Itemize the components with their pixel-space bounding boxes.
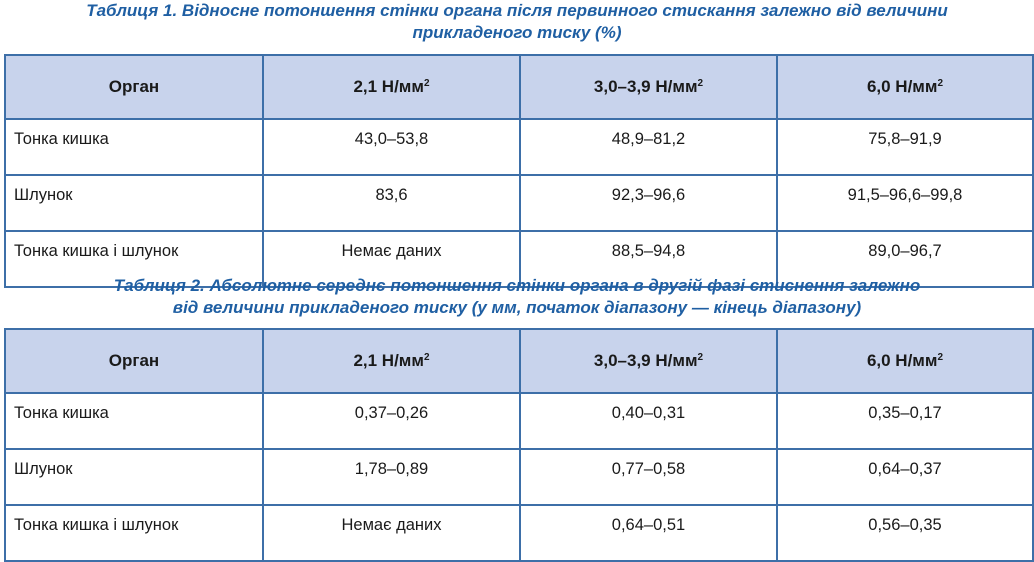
table2-header-row: Орган 2,1 Н/мм2 3,0–3,9 Н/мм2 6,0 Н/мм2 bbox=[4, 328, 1034, 394]
table2-cell-value: 0,64–0,37 bbox=[776, 448, 1034, 506]
table2-cell-organ: Тонка кишка і шлунок bbox=[4, 504, 264, 562]
table2-cell-value: 0,37–0,26 bbox=[262, 392, 521, 450]
table1-header-pressure-2: 3,0–3,9 Н/мм2 bbox=[519, 54, 778, 120]
table2-cell-value: 1,78–0,89 bbox=[262, 448, 521, 506]
table1-cell-value: Немає даних bbox=[262, 230, 521, 288]
table1-cell-value: 91,5–96,6–99,8 bbox=[776, 174, 1034, 232]
table2-cell-organ: Тонка кишка bbox=[4, 392, 264, 450]
table1-cell-organ: Тонка кишка bbox=[4, 118, 264, 176]
table1-cell-value: 83,6 bbox=[262, 174, 521, 232]
table2-header-organ: Орган bbox=[4, 328, 264, 394]
table1: Орган 2,1 Н/мм2 3,0–3,9 Н/мм2 6,0 Н/мм2 … bbox=[4, 54, 1034, 288]
table1-cell-value: 92,3–96,6 bbox=[519, 174, 778, 232]
table1-cell-value: 89,0–96,7 bbox=[776, 230, 1034, 288]
table-row: Тонка кишка і шлунок Немає даних 88,5–94… bbox=[4, 230, 1034, 288]
table1-header-row: Орган 2,1 Н/мм2 3,0–3,9 Н/мм2 6,0 Н/мм2 bbox=[4, 54, 1034, 120]
table1-header-pressure-1: 2,1 Н/мм2 bbox=[262, 54, 521, 120]
table2-header-pressure-3: 6,0 Н/мм2 bbox=[776, 328, 1034, 394]
table1-cell-value: 48,9–81,2 bbox=[519, 118, 778, 176]
table2-cell-value: 0,35–0,17 bbox=[776, 392, 1034, 450]
table-row: Шлунок 1,78–0,89 0,77–0,58 0,64–0,37 bbox=[4, 448, 1034, 506]
table2: Орган 2,1 Н/мм2 3,0–3,9 Н/мм2 6,0 Н/мм2 … bbox=[4, 328, 1034, 562]
table2-caption-line1: Таблиця 2. Абсолютне середнє потоншення … bbox=[113, 276, 921, 295]
table1-cell-value: 88,5–94,8 bbox=[519, 230, 778, 288]
table2-cell-value: 0,40–0,31 bbox=[519, 392, 778, 450]
table1-cell-value: 43,0–53,8 bbox=[262, 118, 521, 176]
table2-cell-value: 0,77–0,58 bbox=[519, 448, 778, 506]
table1-caption-line1: Таблиця 1. Відносне потоншення стінки ор… bbox=[86, 1, 948, 20]
table-row: Шлунок 83,6 92,3–96,6 91,5–96,6–99,8 bbox=[4, 174, 1034, 232]
table2-caption-line2: від величини прикладеного тиску (у мм, п… bbox=[172, 298, 862, 317]
table1-cell-organ: Тонка кишка і шлунок bbox=[4, 230, 264, 288]
table2-caption: Таблиця 2. Абсолютне середнє потоншення … bbox=[0, 275, 1034, 319]
table-row: Тонка кишка і шлунок Немає даних 0,64–0,… bbox=[4, 504, 1034, 562]
table-row: Тонка кишка 0,37–0,26 0,40–0,31 0,35–0,1… bbox=[4, 392, 1034, 450]
table1-cell-value: 75,8–91,9 bbox=[776, 118, 1034, 176]
table2-cell-value: Немає даних bbox=[262, 504, 521, 562]
table2-header-pressure-2: 3,0–3,9 Н/мм2 bbox=[519, 328, 778, 394]
table1-header-pressure-3: 6,0 Н/мм2 bbox=[776, 54, 1034, 120]
table1-cell-organ: Шлунок bbox=[4, 174, 264, 232]
table2-cell-organ: Шлунок bbox=[4, 448, 264, 506]
table2-cell-value: 0,64–0,51 bbox=[519, 504, 778, 562]
table1-caption-line2: прикладеного тиску (%) bbox=[412, 23, 622, 42]
table2-header-pressure-1: 2,1 Н/мм2 bbox=[262, 328, 521, 394]
table2-cell-value: 0,56–0,35 bbox=[776, 504, 1034, 562]
table1-header-organ: Орган bbox=[4, 54, 264, 120]
table1-caption: Таблиця 1. Відносне потоншення стінки ор… bbox=[0, 0, 1034, 44]
table-row: Тонка кишка 43,0–53,8 48,9–81,2 75,8–91,… bbox=[4, 118, 1034, 176]
